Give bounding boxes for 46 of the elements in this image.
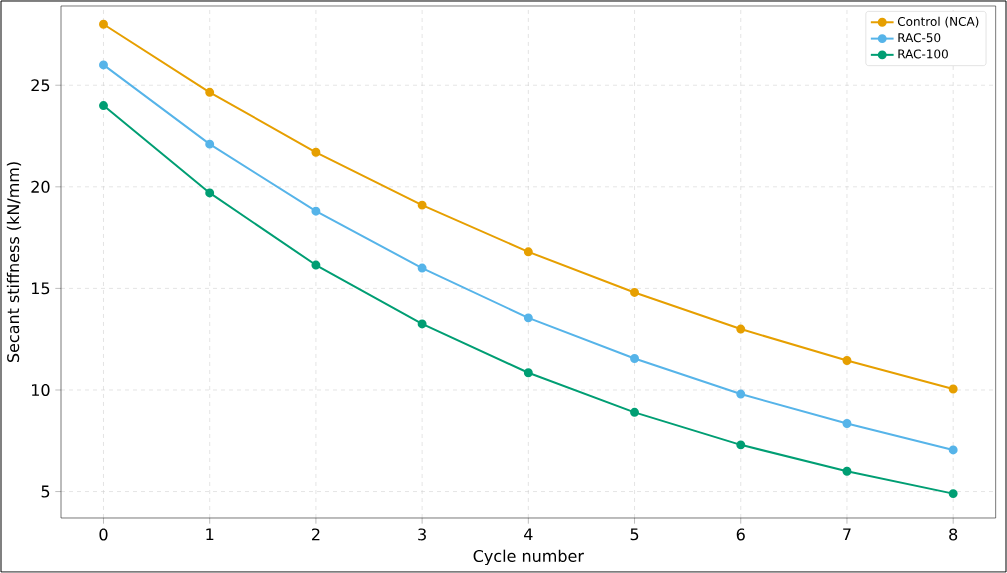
point xyxy=(842,419,852,428)
y-tick-label: 20 xyxy=(31,180,50,193)
y-tick-label: 25 xyxy=(31,79,50,92)
point xyxy=(417,263,427,273)
point xyxy=(948,384,958,394)
x-tick-label: 5 xyxy=(630,528,639,541)
x-tick-label: 7 xyxy=(843,528,851,541)
point xyxy=(311,260,321,270)
point xyxy=(842,466,852,476)
point xyxy=(630,288,640,297)
point xyxy=(99,19,108,29)
point xyxy=(205,87,215,97)
point xyxy=(417,319,427,329)
x-tick-label: 2 xyxy=(311,528,320,541)
x-tick-label: 4 xyxy=(524,528,533,541)
y-tick-label: 5 xyxy=(41,485,50,498)
point xyxy=(523,368,533,378)
point xyxy=(311,206,321,216)
point xyxy=(842,356,852,365)
y-tick-label: 15 xyxy=(32,282,50,295)
point xyxy=(736,389,746,399)
point xyxy=(630,354,640,363)
point xyxy=(99,101,108,111)
point xyxy=(948,489,958,499)
point xyxy=(205,188,215,198)
point xyxy=(523,313,533,323)
y-axis-title: Secant stiffness (kN/mm) xyxy=(6,162,22,363)
legend-label: RAC-100 xyxy=(898,49,948,59)
x-tick-label: 0 xyxy=(99,528,108,541)
legend-label: Control (NCA) xyxy=(897,16,979,28)
point xyxy=(311,147,321,157)
x-tick-label: 8 xyxy=(949,528,958,541)
point xyxy=(630,407,640,417)
point xyxy=(736,324,746,334)
point xyxy=(948,445,958,455)
point xyxy=(205,139,215,149)
x-tick-label: 6 xyxy=(736,528,745,541)
point xyxy=(99,60,108,70)
x-tick-label: 1 xyxy=(206,528,214,541)
x-axis-title: Cycle number xyxy=(473,549,584,566)
point xyxy=(417,200,427,210)
x-tick-label: 3 xyxy=(418,528,426,541)
point xyxy=(736,440,746,450)
y-tick-label: 10 xyxy=(32,383,50,397)
point xyxy=(523,247,533,257)
legend-label: RAC-50 xyxy=(898,33,941,43)
